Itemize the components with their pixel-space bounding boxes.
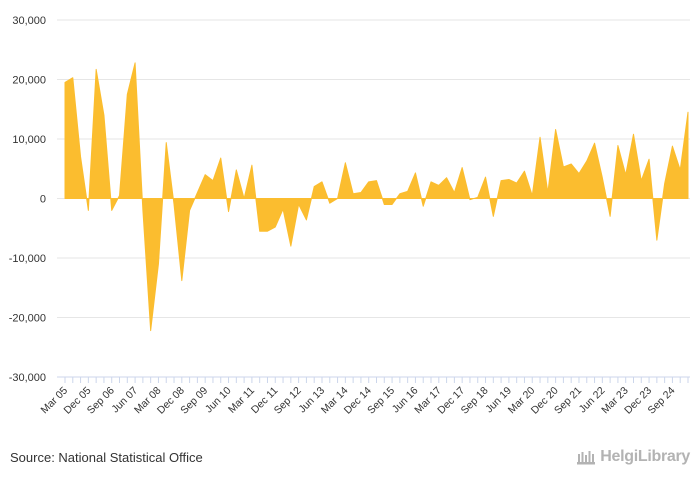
y-tick-label: 0: [40, 194, 46, 206]
y-tick-label: 20,000: [12, 75, 46, 87]
y-tick-label: -10,000: [9, 253, 46, 265]
brand-logo[interactable]: HelgiLibrary: [576, 448, 690, 466]
source-note: Source: National Statistical Office: [10, 450, 203, 465]
y-tick-label: -30,000: [9, 372, 46, 384]
y-tick-label: -20,000: [9, 313, 46, 325]
y-tick-label: 30,000: [12, 15, 46, 27]
y-tick-label: 10,000: [12, 134, 46, 146]
y-axis: 30,000 20,000 10,000 0 -10,000 -20,000 -30,000: [9, 15, 46, 384]
brand-name: HelgiLibrary: [600, 448, 690, 465]
chart-area-series: [64, 62, 689, 332]
area-fill: [64, 62, 689, 332]
library-icon: [577, 451, 596, 465]
